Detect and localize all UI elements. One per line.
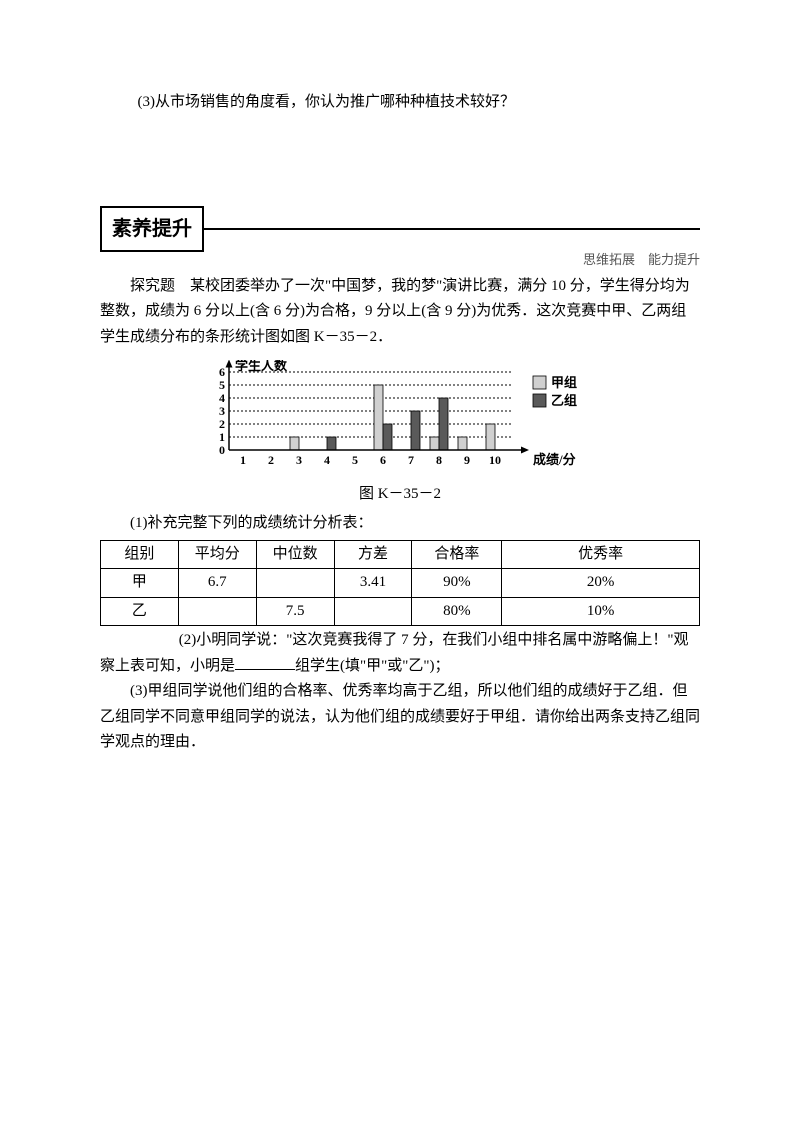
question-3: (3)从市场销售的角度看，你认为推广哪种种植技术较好？ — [100, 90, 700, 116]
svg-text:3: 3 — [296, 453, 302, 467]
table-cell: 6.7 — [178, 569, 256, 598]
table-cell: 7.5 — [256, 597, 334, 626]
chart-caption: 图 K－35－2 — [100, 482, 700, 508]
svg-text:5: 5 — [219, 378, 225, 392]
sub-question-3: (3)甲组同学说他们组的合格率、优秀率均高于乙组，所以他们组的成绩好于乙组．但乙… — [100, 679, 700, 756]
svg-text:学生人数: 学生人数 — [235, 360, 288, 373]
section-header: 素养提升 思维拓展 能力提升 — [100, 206, 700, 252]
fill-blank[interactable] — [235, 655, 295, 670]
svg-text:6: 6 — [380, 453, 386, 467]
table-cell: 90% — [412, 569, 502, 598]
section-divider — [202, 228, 700, 230]
svg-text:1: 1 — [240, 453, 246, 467]
svg-text:1: 1 — [219, 430, 225, 444]
table-cell: 20% — [502, 569, 700, 598]
table-cell — [334, 597, 412, 626]
svg-text:5: 5 — [352, 453, 358, 467]
svg-text:7: 7 — [408, 453, 414, 467]
svg-text:乙组: 乙组 — [551, 393, 577, 408]
stats-table: 组别平均分中位数方差合格率优秀率甲6.7 3.4190%20% 乙 7.5 80%10% — [100, 540, 700, 627]
svg-text:2: 2 — [268, 453, 274, 467]
svg-text:6: 6 — [219, 365, 225, 379]
svg-text:成绩/分: 成绩/分 — [533, 452, 576, 467]
svg-text:8: 8 — [436, 453, 442, 467]
table-header-cell: 优秀率 — [502, 540, 700, 569]
table-header-cell: 合格率 — [412, 540, 502, 569]
table-cell: 3.41 — [334, 569, 412, 598]
section-title: 素养提升 — [100, 206, 204, 252]
bar-chart-container: 学生人数123456012345678910成绩/分甲组乙组 图 K－35－2 — [100, 360, 700, 507]
table-header-cell: 方差 — [334, 540, 412, 569]
table-cell — [178, 597, 256, 626]
table-header-cell: 平均分 — [178, 540, 256, 569]
sub-question-1: (1)补充完整下列的成绩统计分析表： — [100, 511, 700, 537]
table-cell: 乙 — [101, 597, 179, 626]
sub-question-2: (2)小明同学说："这次竞赛我得了 7 分，在我们小组中排名属中游略偏上！"观察… — [100, 628, 700, 679]
table-cell: 10% — [502, 597, 700, 626]
table-header-cell: 组别 — [101, 540, 179, 569]
table-header-cell: 中位数 — [256, 540, 334, 569]
svg-text:10: 10 — [489, 453, 501, 467]
table-cell: 甲 — [101, 569, 179, 598]
svg-text:0: 0 — [219, 443, 225, 457]
svg-text:4: 4 — [219, 391, 225, 405]
svg-text:3: 3 — [219, 404, 225, 418]
sub2-text-post: 组学生(填"甲"或"乙")； — [295, 658, 449, 674]
section-subtitle: 思维拓展 能力提升 — [583, 249, 700, 271]
problem-intro: 探究题 某校团委举办了一次"中国梦，我的梦"演讲比赛，满分 10 分，学生得分均… — [100, 274, 700, 351]
svg-text:甲组: 甲组 — [551, 375, 577, 390]
bar-chart: 学生人数123456012345678910成绩/分甲组乙组 — [205, 360, 595, 470]
svg-text:4: 4 — [324, 453, 330, 467]
svg-text:9: 9 — [464, 453, 470, 467]
table-cell: 80% — [412, 597, 502, 626]
svg-text:2: 2 — [219, 417, 225, 431]
table-cell — [256, 569, 334, 598]
